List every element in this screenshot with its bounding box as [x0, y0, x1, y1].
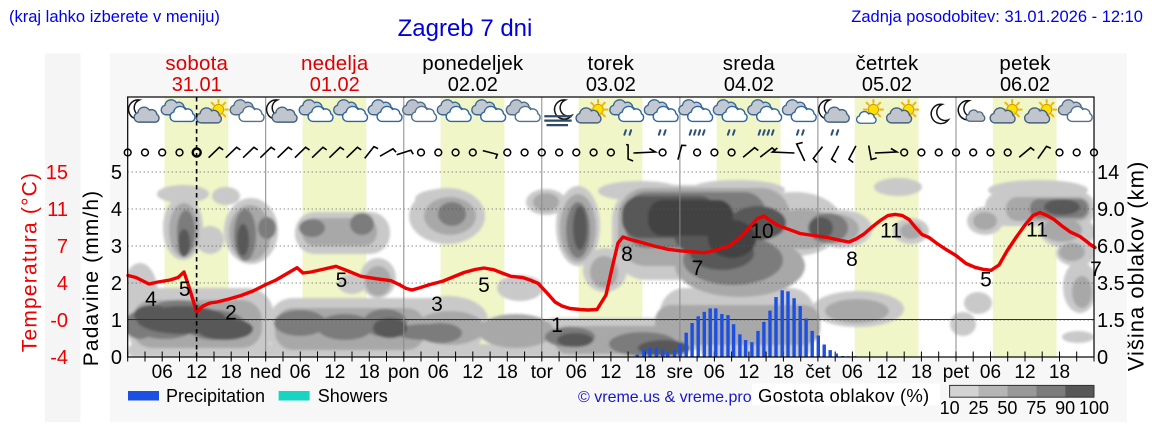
svg-text:9.0: 9.0: [1097, 199, 1125, 221]
svg-text:11: 11: [1026, 219, 1048, 242]
svg-text:11: 11: [880, 220, 902, 243]
svg-text:ned: ned: [250, 362, 282, 383]
svg-text:sre: sre: [667, 362, 693, 383]
svg-text:06: 06: [290, 362, 311, 383]
svg-text:75: 75: [1026, 398, 1046, 418]
svg-text:4: 4: [145, 288, 157, 311]
svg-text:tor: tor: [531, 362, 554, 383]
svg-text:Temperatura (°C): Temperatura (°C): [19, 172, 42, 352]
svg-text:Zadnja posodobitev: 31.01.2026: Zadnja posodobitev: 31.01.2026 - 12:10: [851, 8, 1143, 26]
svg-text:06: 06: [428, 362, 449, 383]
svg-text:1: 1: [111, 310, 122, 332]
svg-text:18: 18: [359, 362, 380, 383]
svg-text:1.5: 1.5: [1097, 310, 1125, 332]
svg-text:sobota: sobota: [165, 52, 228, 75]
svg-text:5: 5: [478, 274, 490, 297]
svg-text:25: 25: [968, 398, 988, 418]
svg-text:3: 3: [111, 236, 122, 258]
svg-text:04.02: 04.02: [724, 74, 774, 96]
svg-text:12: 12: [462, 362, 483, 383]
svg-text:0: 0: [1097, 347, 1108, 369]
svg-text:pet: pet: [943, 362, 970, 383]
svg-text:8: 8: [846, 248, 858, 271]
svg-text:05.02: 05.02: [862, 74, 912, 96]
svg-text:8: 8: [621, 243, 633, 266]
svg-text:sreda: sreda: [723, 52, 776, 75]
svg-text:Padavine (mm/h): Padavine (mm/h): [80, 190, 103, 366]
svg-text:06: 06: [842, 362, 863, 383]
svg-text:nedelja: nedelja: [301, 52, 369, 75]
svg-text:(kraj lahko izberete v meniju): (kraj lahko izberete v meniju): [9, 8, 220, 26]
svg-text:5: 5: [111, 162, 122, 184]
svg-text:pon: pon: [388, 362, 420, 383]
svg-text:18: 18: [911, 362, 932, 383]
svg-text:03.02: 03.02: [586, 74, 636, 96]
svg-text:12: 12: [186, 362, 207, 383]
svg-text:Zagreb 7 dni: Zagreb 7 dni: [398, 15, 533, 42]
svg-text:06.02: 06.02: [1000, 74, 1050, 96]
svg-text:7: 7: [57, 236, 68, 258]
svg-text:4: 4: [57, 273, 68, 295]
svg-text:06: 06: [704, 362, 725, 383]
svg-text:02.02: 02.02: [448, 74, 498, 96]
svg-text:-4: -4: [50, 347, 68, 369]
svg-text:5: 5: [179, 278, 191, 301]
svg-text:© vreme.us & vreme.pro: © vreme.us & vreme.pro: [578, 389, 752, 406]
svg-text:18: 18: [221, 362, 242, 383]
svg-text:Višina oblakov (km): Višina oblakov (km): [1124, 161, 1149, 372]
svg-text:ponedeljek: ponedeljek: [422, 52, 524, 75]
svg-text:06: 06: [980, 362, 1001, 383]
svg-text:12: 12: [1014, 362, 1035, 383]
svg-text:18: 18: [1049, 362, 1070, 383]
svg-text:12: 12: [600, 362, 621, 383]
svg-text:12: 12: [876, 362, 897, 383]
svg-text:15: 15: [46, 162, 68, 184]
svg-text:7: 7: [1090, 258, 1102, 281]
svg-text:18: 18: [497, 362, 518, 383]
svg-text:01.02: 01.02: [310, 74, 360, 96]
svg-text:četrtek: četrtek: [855, 52, 918, 75]
svg-text:5: 5: [980, 269, 992, 292]
svg-text:14: 14: [1097, 162, 1119, 184]
svg-text:31.01: 31.01: [172, 74, 222, 96]
svg-text:4: 4: [111, 199, 122, 221]
svg-text:Showers: Showers: [318, 386, 388, 406]
svg-text:7: 7: [692, 257, 704, 280]
svg-text:11: 11: [47, 199, 68, 221]
svg-text:3.5: 3.5: [1097, 273, 1125, 295]
svg-text:18: 18: [773, 362, 794, 383]
svg-text:10: 10: [750, 220, 773, 243]
svg-text:10: 10: [940, 398, 960, 418]
svg-text:petek: petek: [999, 52, 1051, 75]
svg-text:2: 2: [225, 302, 237, 325]
svg-text:100: 100: [1079, 398, 1109, 418]
svg-text:06: 06: [566, 362, 587, 383]
svg-text:čet: čet: [805, 362, 831, 383]
svg-text:-0: -0: [50, 310, 68, 332]
svg-text:torek: torek: [588, 52, 635, 75]
svg-text:18: 18: [635, 362, 656, 383]
svg-text:12: 12: [738, 362, 759, 383]
svg-text:06: 06: [152, 362, 173, 383]
svg-text:50: 50: [997, 398, 1017, 418]
svg-text:5: 5: [336, 269, 348, 292]
svg-text:90: 90: [1055, 398, 1075, 418]
svg-text:1: 1: [551, 314, 563, 337]
svg-text:Gostota oblakov (%): Gostota oblakov (%): [758, 385, 929, 406]
svg-text:Precipitation: Precipitation: [166, 386, 265, 406]
svg-text:0: 0: [111, 347, 122, 369]
svg-text:6.0: 6.0: [1097, 236, 1125, 258]
svg-text:12: 12: [324, 362, 345, 383]
svg-text:2: 2: [111, 273, 122, 295]
svg-text:3: 3: [431, 293, 443, 316]
